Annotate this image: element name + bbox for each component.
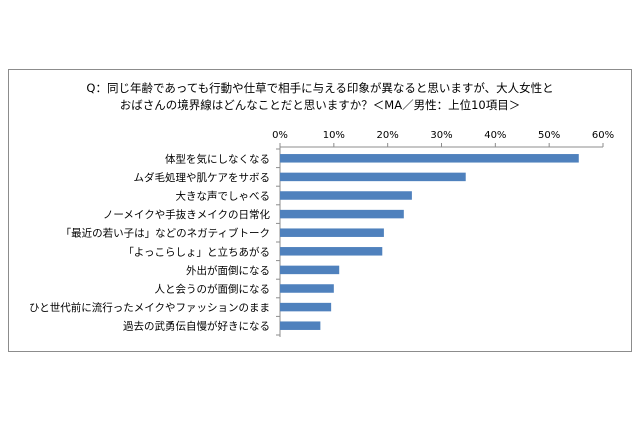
x-tick-label: 10% — [323, 130, 345, 141]
x-tick-label: 20% — [377, 130, 399, 141]
category-label: 「よっこらしょ」と立ちあがる — [123, 245, 270, 258]
bar — [280, 228, 384, 237]
bar — [280, 247, 383, 256]
category-label: 「最近の若い子は」などのネガティブトーク — [61, 227, 270, 240]
chart-title-line-1: Q：同じ年齢であっても行動や仕草で相手に与える印象が異なると思いますが、大人女性… — [86, 81, 554, 95]
x-tick-label: 60% — [592, 130, 614, 141]
bar — [280, 302, 332, 312]
category-label: 人と会うのが面倒になる — [155, 283, 271, 296]
category-label: ノーメイクや手抜きメイクの日常化 — [103, 208, 271, 221]
bar — [280, 284, 334, 293]
category-label: 外出が面倒になる — [186, 264, 270, 277]
bar — [280, 154, 579, 163]
x-tick-label: 0% — [272, 130, 288, 141]
bar — [280, 209, 404, 219]
bar — [280, 191, 412, 200]
bar — [280, 321, 321, 330]
x-tick-label: 30% — [430, 130, 452, 141]
category-label: 体型を気にしなくなる — [165, 152, 270, 165]
x-tick-label: 40% — [484, 130, 506, 141]
category-label: ひと世代前に流行ったメイクやファッションのまま — [29, 301, 270, 314]
bar — [280, 265, 340, 275]
x-tick-label: 50% — [538, 130, 560, 141]
category-label: 過去の武勇伝自慢が好きになる — [123, 320, 270, 333]
chart-title-line-2: おばさんの境界線はどんなことだと思いますか？＜MA／男性：上位10項目＞ — [119, 98, 521, 112]
category-label: ムダ毛処理や肌ケアをサボる — [134, 171, 271, 184]
bar — [280, 172, 466, 182]
chart-title: Q：同じ年齢であっても行動や仕草で相手に与える印象が異なると思いますが、大人女性… — [0, 80, 640, 114]
category-label: 大きな声でしゃべる — [176, 190, 271, 203]
